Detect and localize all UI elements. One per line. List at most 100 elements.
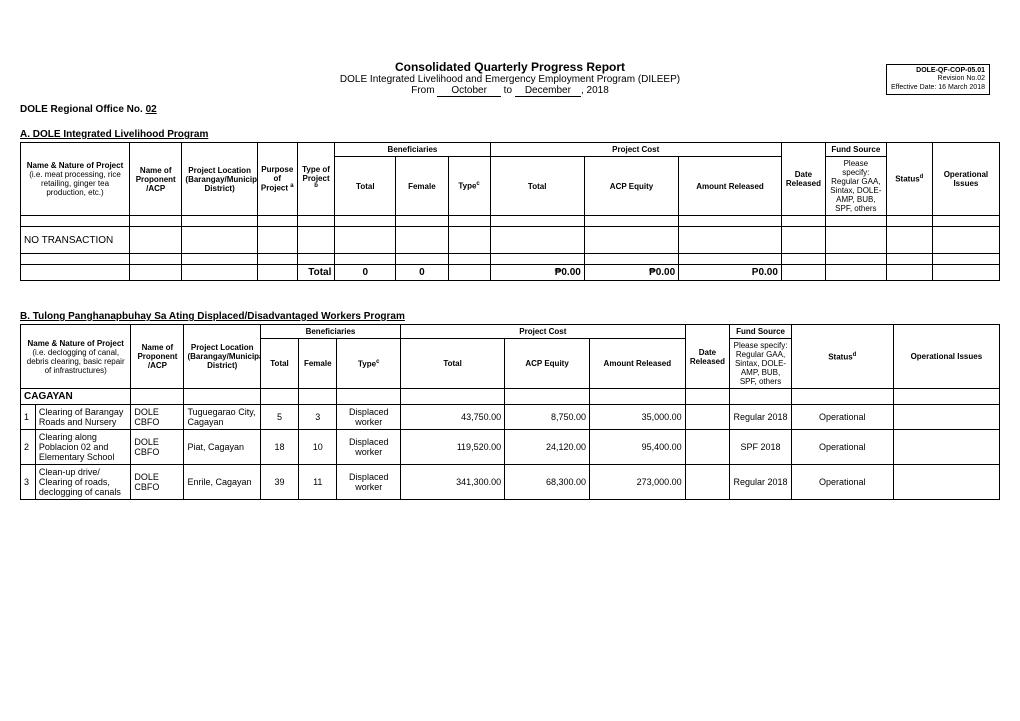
col-cost-total: Total: [490, 157, 584, 216]
report-subtitle: DOLE Integrated Livelihood and Emergency…: [20, 74, 1000, 85]
row-acp: 24,120.00: [505, 430, 590, 465]
row-proponent: DOLE CBFO: [131, 465, 184, 500]
title-block: Consolidated Quarterly Progress Report D…: [20, 60, 1000, 96]
form-effective: Effective Date: 16 March 2018: [891, 84, 985, 92]
office-label: DOLE Regional Office No. 02: [20, 104, 1000, 115]
row-issues: [893, 430, 999, 465]
col-b-name: Name & Nature of Project (i.e. decloggin…: [21, 325, 131, 389]
table-a-spacer: [21, 216, 1000, 227]
row-total: 5: [260, 405, 298, 430]
table-row: 3Clean-up drive/ Clearing of roads, decl…: [21, 465, 1000, 500]
row-amount: 95,400.00: [590, 430, 686, 465]
table-a-no-transaction-row: NO TRANSACTION: [21, 227, 1000, 254]
row-cost-total: 119,520.00: [401, 430, 505, 465]
row-proponent: DOLE CBFO: [131, 430, 184, 465]
row-amount: 35,000.00: [590, 405, 686, 430]
col-b-project-cost: Project Cost: [401, 325, 686, 339]
col-issues: Operational Issues: [932, 143, 999, 216]
col-fund-source: Fund Source: [825, 143, 886, 157]
table-a: Name & Nature of Project (i.e. meat proc…: [20, 142, 1000, 281]
row-num: 3: [21, 465, 36, 500]
report-title: Consolidated Quarterly Progress Report: [20, 60, 1000, 74]
col-purpose: Purpose of Project a: [257, 143, 297, 216]
row-location: Piat, Cagayan: [184, 430, 260, 465]
col-ben-total: Total: [335, 157, 396, 216]
row-total: 18: [260, 430, 298, 465]
row-name: Clearing along Poblacion 02 and Elementa…: [35, 430, 131, 465]
row-num: 2: [21, 430, 36, 465]
row-issues: [893, 465, 999, 500]
section-a-heading: A. DOLE Integrated Livelihood Program: [20, 129, 1000, 140]
col-b-date: Date Released: [685, 325, 730, 389]
row-num: 1: [21, 405, 36, 430]
col-ben-type: Typec: [448, 157, 490, 216]
form-revision: Revision No.02: [891, 75, 985, 83]
col-acp: ACP Equity: [584, 157, 678, 216]
total-female: 0: [396, 265, 448, 281]
total-cost: ₱0.00: [490, 265, 584, 281]
row-status: Operational: [791, 465, 893, 500]
row-type: Displaced worker: [337, 465, 401, 500]
row-type: Displaced worker: [337, 430, 401, 465]
col-fund-detail: Please specify: Regular GAA, Sintax, DOL…: [825, 157, 886, 216]
col-name: Name & Nature of Project (i.e. meat proc…: [21, 143, 130, 216]
col-b-acp: ACP Equity: [505, 339, 590, 389]
row-acp: 68,300.00: [505, 465, 590, 500]
col-b-proponent: Name of Proponent /ACP: [131, 325, 184, 389]
row-total: 39: [260, 465, 298, 500]
row-female: 11: [299, 465, 337, 500]
col-b-status: Statusd: [791, 325, 893, 389]
col-ben-female: Female: [396, 157, 448, 216]
total-ben: 0: [335, 265, 396, 281]
row-amount: 273,000.00: [590, 465, 686, 500]
report-range: From October to December, 2018: [20, 85, 1000, 96]
col-b-amount: Amount Released: [590, 339, 686, 389]
row-location: Tuguegarao City, Cagayan: [184, 405, 260, 430]
total-amount: P0.00: [679, 265, 782, 281]
row-fund: Regular 2018: [730, 405, 792, 430]
col-beneficiaries: Beneficiaries: [335, 143, 490, 157]
row-date: [685, 430, 730, 465]
section-b-heading: B. Tulong Panghanapbuhay Sa Ating Displa…: [20, 311, 1000, 322]
table-a-total-row: Total 0 0 ₱0.00 ₱0.00 P0.00: [21, 265, 1000, 281]
row-acp: 8,750.00: [505, 405, 590, 430]
col-b-fund: Fund Source: [730, 325, 792, 339]
col-date-released: Date Released: [781, 143, 825, 216]
row-proponent: DOLE CBFO: [131, 405, 184, 430]
col-location: Project Location (Barangay/Municipality/…: [182, 143, 257, 216]
row-location: Enrile, Cagayan: [184, 465, 260, 500]
col-b-cost-total: Total: [401, 339, 505, 389]
row-fund: Regular 2018: [730, 465, 792, 500]
col-b-beneficiaries: Beneficiaries: [260, 325, 400, 339]
row-status: Operational: [791, 405, 893, 430]
row-female: 10: [299, 430, 337, 465]
col-b-fund-detail: Please specify: Regular GAA, Sintax, DOL…: [730, 339, 792, 389]
row-date: [685, 465, 730, 500]
total-label: Total: [297, 265, 335, 281]
col-amount-released: Amount Released: [679, 157, 782, 216]
row-cost-total: 43,750.00: [401, 405, 505, 430]
col-type-project: Type of Project b: [297, 143, 335, 216]
table-b-header-1: Name & Nature of Project (i.e. decloggin…: [21, 325, 1000, 339]
col-b-issues: Operational Issues: [893, 325, 999, 389]
row-issues: [893, 405, 999, 430]
col-proponent: Name of Proponent /ACP: [130, 143, 182, 216]
province-cell: CAGAYAN: [21, 389, 131, 405]
table-row: 2Clearing along Poblacion 02 and Element…: [21, 430, 1000, 465]
row-fund: SPF 2018: [730, 430, 792, 465]
row-date: [685, 405, 730, 430]
row-name: Clean-up drive/ Clearing of roads, declo…: [35, 465, 131, 500]
col-b-female: Female: [299, 339, 337, 389]
row-name: Clearing of Barangay Roads and Nursery: [35, 405, 131, 430]
col-status: Statusd: [886, 143, 932, 216]
form-code-box: DOLE-QF-COP-05.01 Revision No.02 Effecti…: [886, 64, 990, 95]
row-type: Displaced worker: [337, 405, 401, 430]
col-b-location: Project Location (Barangay/Municipality/…: [184, 325, 260, 389]
table-a-spacer-2: [21, 254, 1000, 265]
row-female: 3: [299, 405, 337, 430]
total-acp: ₱0.00: [584, 265, 678, 281]
table-b: Name & Nature of Project (i.e. decloggin…: [20, 324, 1000, 500]
no-transaction-cell: NO TRANSACTION: [21, 227, 130, 254]
col-project-cost: Project Cost: [490, 143, 781, 157]
table-row: 1Clearing of Barangay Roads and NurseryD…: [21, 405, 1000, 430]
